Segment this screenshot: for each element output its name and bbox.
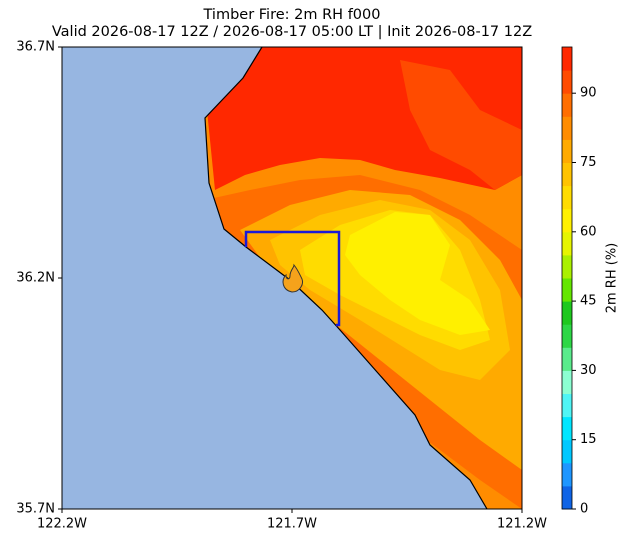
lat-tick-label: 36.2N	[16, 271, 55, 286]
colorbar-band	[562, 185, 572, 210]
colorbar-band	[562, 47, 572, 71]
colorbar-band	[562, 439, 572, 464]
colorbar-label: 2m RH (%)	[605, 243, 620, 314]
map-subtitle: Valid 2026-08-17 12Z / 2026-08-17 05:00 …	[52, 24, 532, 40]
colorbar-tick-label: 60	[580, 224, 597, 239]
rh-field	[205, 47, 522, 509]
rh-60	[345, 212, 490, 335]
colorbar-tick-label: 75	[580, 155, 597, 170]
colorbar-band	[562, 254, 572, 279]
colorbar-band	[562, 162, 572, 187]
colorbar-band	[562, 116, 572, 140]
colorbar-band	[562, 278, 572, 302]
colorbar-band	[562, 208, 572, 233]
colorbar-band	[562, 370, 572, 394]
colorbar-band	[562, 462, 572, 487]
lon-tick-label: 121.7W	[267, 517, 317, 532]
colorbar-band	[562, 393, 572, 418]
colorbar-frame	[561, 46, 573, 510]
lon-tick-label: 121.2W	[497, 517, 547, 532]
lat-tick-label: 36.7N	[16, 40, 55, 55]
colorbar-band	[562, 93, 572, 117]
colorbar-band	[562, 485, 572, 510]
fire-domain-box	[244, 230, 341, 327]
colorbar-tick-label: 45	[580, 294, 597, 309]
colorbar-tick-label: 90	[580, 86, 597, 101]
colorbar-band	[562, 324, 572, 348]
colorbar-band	[562, 231, 572, 256]
lon-tick-label: 122.2W	[37, 517, 87, 532]
colorbar: 0 15 30 45 60 75 90	[561, 46, 597, 517]
colorbar-tick-label: 30	[580, 363, 597, 378]
colorbar-band	[562, 301, 572, 325]
map-plot	[61, 46, 523, 510]
fire-icon	[282, 263, 303, 293]
colorbar-band	[562, 70, 572, 94]
colorbar-band	[562, 416, 572, 441]
colorbar-tick-label: 0	[580, 502, 588, 517]
colorbar-band	[562, 347, 572, 371]
colorbar-tick-label: 15	[580, 432, 597, 447]
rh-90	[400, 60, 522, 190]
map-title: Timber Fire: 2m RH f000	[203, 7, 381, 23]
colorbar-band	[562, 139, 572, 163]
lat-tick-label: 35.7N	[16, 502, 55, 517]
